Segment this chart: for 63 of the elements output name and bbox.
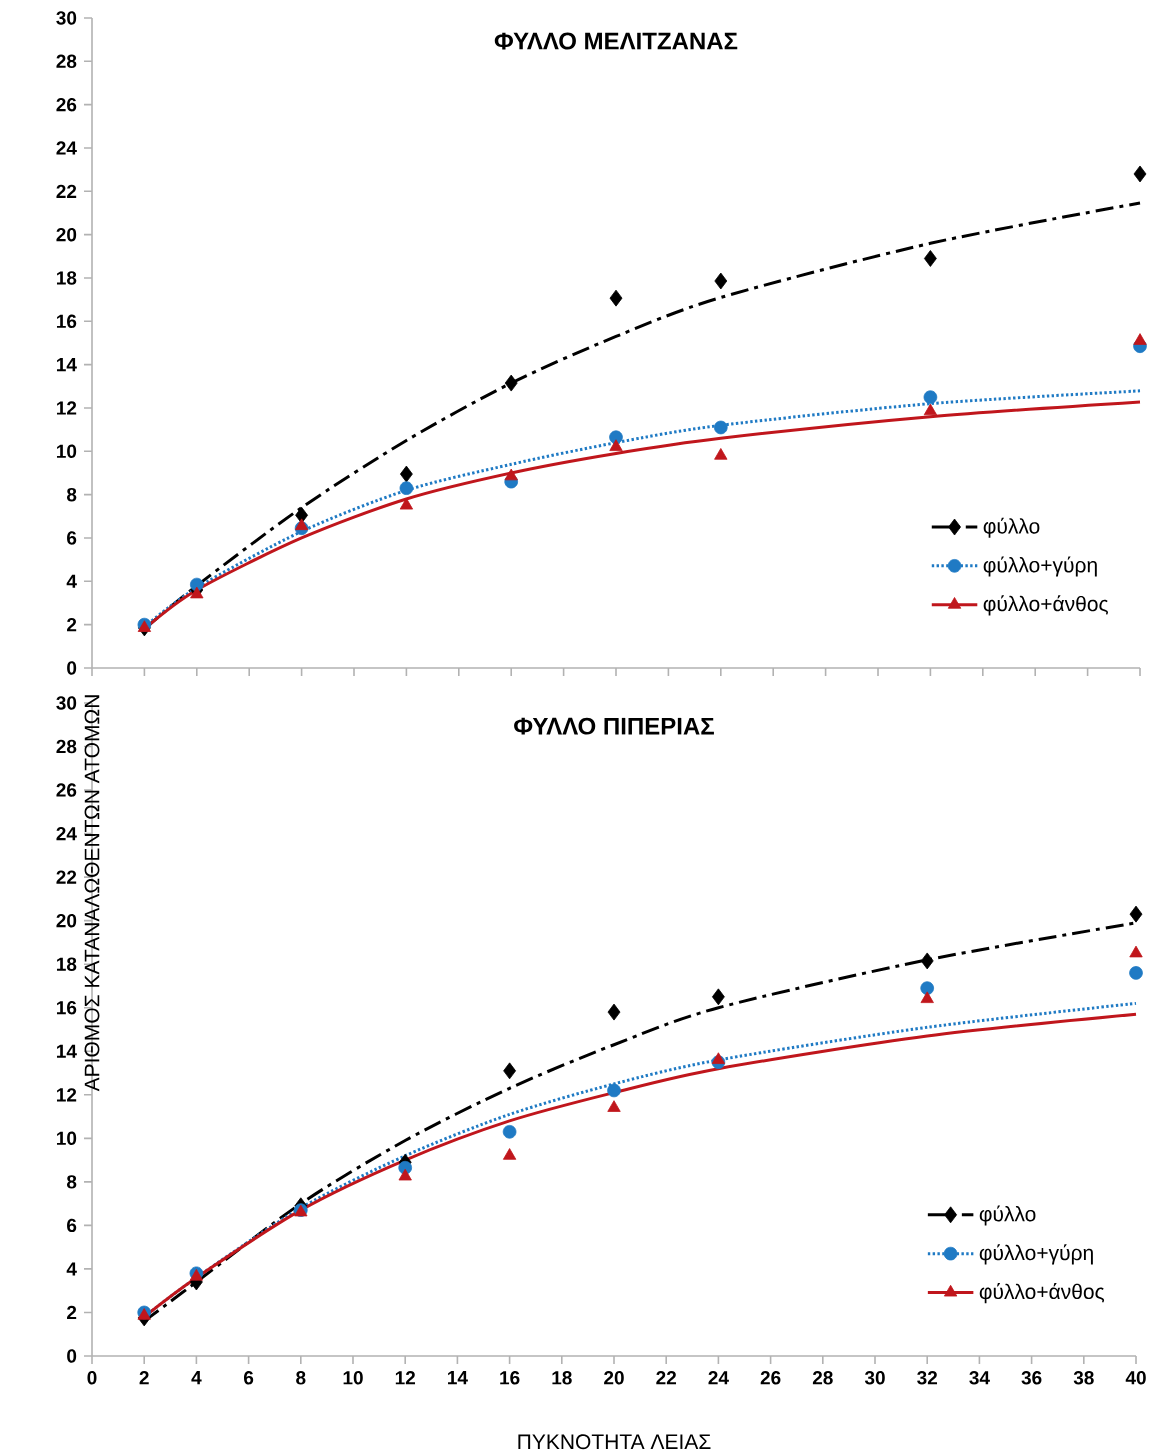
y-tick-label: 2: [67, 618, 77, 632]
y-tick-label: 16: [56, 1001, 77, 1015]
y-tick-label: 22: [56, 870, 77, 884]
y-tick-label: 8: [66, 1175, 77, 1189]
x-tick-label: 12: [395, 1371, 416, 1385]
x-tick-label: 24: [708, 1371, 729, 1385]
y-tick-label: 0: [67, 661, 77, 675]
y-tick-label: 10: [56, 1131, 77, 1146]
y-tick-label: 8: [66, 487, 77, 502]
x-tick-label: 16: [500, 1371, 520, 1385]
x-tick-label: 14: [448, 1371, 468, 1385]
y-tick-label: 28: [56, 54, 77, 69]
y-tick-label: 4: [66, 574, 77, 588]
y-tick-label: 16: [56, 314, 77, 329]
y-tick-label: 14: [56, 358, 77, 372]
chart-title: ΦΥΛΛΟ ΠΙΠΕΡΙΑΣ: [514, 717, 714, 735]
x-tick-label: 26: [760, 1371, 781, 1385]
x-tick-label: 38: [1073, 1371, 1094, 1385]
y-tick-label: 24: [56, 826, 77, 841]
y-tick-label: 18: [56, 957, 77, 971]
y-tick-label: 4: [66, 1262, 77, 1276]
y-tick-label: 14: [56, 1044, 77, 1058]
legend-label: φύλλο+γύρη: [979, 1244, 1093, 1265]
x-tick-label: 6: [244, 1371, 254, 1385]
x-axis-title: ΠΥΚΝΟΤΗΤΑ ΛΕΙΑΣ: [518, 1434, 711, 1450]
y-tick-label: 24: [56, 141, 77, 155]
y-tick-label: 0: [67, 1349, 77, 1363]
y-tick-label: 20: [56, 913, 77, 928]
y-tick-label: 6: [67, 1218, 77, 1233]
y-tick-label: 18: [56, 271, 77, 285]
y-tick-label: 26: [56, 783, 77, 797]
x-tick-label: 36: [1021, 1371, 1042, 1385]
x-tick-label: 30: [864, 1371, 885, 1385]
y-tick-label: 30: [56, 696, 77, 710]
y-tick-label: 12: [56, 401, 77, 415]
y-tick-label: 30: [56, 11, 77, 25]
y-axis-title: ΑΡΙΘΜΟΣ ΚΑΤΑΝΑΛΩΘΕΝΤΩΝ ΑΤΟΜΩΝ: [84, 695, 100, 1092]
y-tick-label: 22: [56, 184, 77, 198]
x-tick-label: 8: [296, 1371, 306, 1385]
legend-label: φύλλο+γύρη: [983, 556, 1097, 577]
legend-label: φύλλο+άνθος: [983, 595, 1108, 616]
x-tick-label: 10: [343, 1371, 363, 1385]
y-tick-label: 26: [56, 97, 77, 112]
x-tick-label: 2: [139, 1371, 149, 1385]
x-tick-label: 32: [917, 1371, 938, 1385]
legend-label: φύλλο: [979, 1205, 1036, 1226]
x-tick-label: 4: [191, 1371, 202, 1385]
y-tick-label: 2: [67, 1305, 77, 1320]
y-tick-label: 28: [56, 739, 77, 754]
x-tick-label: 34: [969, 1371, 990, 1385]
y-tick-label: 20: [56, 227, 77, 242]
legend-label: φύλλο: [983, 517, 1040, 538]
legend-label: φύλλο+άνθος: [979, 1283, 1105, 1304]
x-tick-label: 18: [552, 1371, 572, 1385]
x-tick-label: 28: [812, 1371, 833, 1385]
chart-title: ΦΥΛΛΟ ΜΕΛΙΤΖΑΝΑΣ: [494, 32, 738, 50]
y-tick-label: 6: [67, 531, 77, 545]
x-tick-label: 0: [87, 1371, 97, 1385]
x-tick-label: 40: [1125, 1371, 1146, 1385]
y-tick-label: 10: [56, 444, 77, 459]
x-tick-label: 22: [656, 1371, 677, 1385]
x-tick-label: 20: [604, 1371, 624, 1385]
y-tick-label: 12: [56, 1088, 77, 1102]
